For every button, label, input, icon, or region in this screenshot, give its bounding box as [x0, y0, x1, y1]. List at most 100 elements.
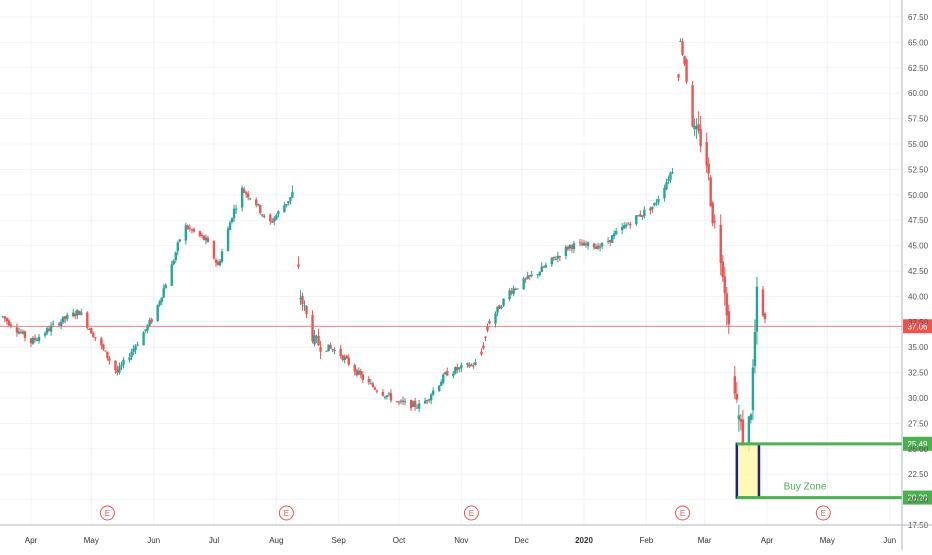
- candle-body: [637, 215, 640, 217]
- earnings-marker[interactable]: [675, 505, 691, 521]
- candle-body: [629, 224, 632, 226]
- candle-body: [413, 400, 417, 407]
- candle-body: [150, 319, 153, 323]
- y-tick-label: 25.00: [908, 445, 929, 454]
- candle-body: [751, 367, 755, 411]
- candle-body: [114, 360, 117, 370]
- candle-body: [246, 193, 250, 198]
- candle-body: [373, 387, 377, 390]
- candle-body: [242, 189, 246, 193]
- candle-body: [705, 142, 708, 166]
- y-tick-label: 32.50: [908, 369, 929, 378]
- x-tick-label: Jun: [147, 536, 160, 545]
- candle-body: [164, 284, 167, 289]
- candle-body: [277, 211, 280, 215]
- y-tick-label: 57.50: [908, 115, 929, 124]
- y-tick-label: 67.50: [908, 13, 929, 22]
- candle-body: [130, 352, 133, 357]
- candle-body: [291, 191, 294, 198]
- x-tick-label: Jun: [883, 536, 896, 545]
- candle-body: [508, 290, 511, 300]
- candle-body: [345, 355, 348, 359]
- candle-body: [188, 227, 192, 229]
- candle-body: [367, 378, 371, 383]
- x-tick-label: May: [820, 536, 835, 545]
- earnings-marker-label: E: [105, 509, 110, 518]
- earnings-marker-label: E: [469, 509, 474, 518]
- y-tick-label: 52.50: [908, 165, 929, 174]
- candle-body: [92, 333, 95, 338]
- candle-body: [538, 272, 541, 276]
- candle-body: [343, 356, 346, 361]
- candle-body: [301, 295, 304, 305]
- candle-body: [409, 399, 413, 409]
- candle-body: [446, 371, 449, 376]
- candle-body: [160, 297, 163, 303]
- candle-body: [399, 400, 403, 402]
- candle-body: [470, 364, 473, 366]
- candle-body: [598, 246, 602, 248]
- candle-body: [582, 242, 586, 246]
- candle-body: [737, 415, 741, 420]
- candle-body: [200, 234, 204, 237]
- candle-body: [244, 192, 248, 195]
- candle-body: [311, 314, 314, 342]
- earnings-marker[interactable]: [463, 505, 479, 521]
- earnings-marker-label: E: [680, 509, 685, 518]
- candle-body: [122, 359, 125, 365]
- candle-body: [584, 243, 588, 246]
- candle-body: [623, 225, 626, 229]
- earnings-marker[interactable]: [815, 505, 831, 521]
- candle-body: [460, 365, 463, 369]
- buy-zone-lower-badge: [903, 490, 932, 505]
- candle-body: [128, 357, 131, 361]
- y-tick-label: 45.00: [908, 242, 929, 251]
- candle-body: [763, 313, 767, 320]
- candle-body: [212, 241, 216, 259]
- candle-body: [395, 401, 399, 403]
- candle-body: [431, 390, 435, 395]
- candle-body: [248, 198, 252, 200]
- candle-body: [528, 275, 531, 277]
- x-tick-label: 2020: [575, 536, 593, 545]
- candle-body: [313, 335, 316, 345]
- candle-body: [695, 126, 698, 129]
- candle-body: [269, 214, 272, 222]
- candle-body: [578, 242, 582, 244]
- candle-body: [9, 324, 13, 327]
- y-tick-label: 60.00: [908, 89, 929, 98]
- candle-body: [63, 316, 67, 320]
- candle-body: [387, 393, 391, 395]
- y-tick-label: 30.00: [908, 394, 929, 403]
- candle-body: [118, 366, 121, 373]
- earnings-marker[interactable]: [99, 505, 115, 521]
- candle-body: [452, 373, 455, 376]
- y-tick-label: 27.50: [908, 419, 929, 428]
- candle-body: [474, 362, 477, 366]
- candle-body: [72, 312, 75, 317]
- candle-body: [116, 369, 119, 373]
- x-tick-label: Aug: [269, 536, 283, 545]
- candle-body: [681, 41, 684, 55]
- candle-body: [17, 331, 21, 334]
- candle-body: [315, 336, 318, 338]
- candle-body: [550, 257, 554, 265]
- candle-body: [162, 288, 165, 298]
- candle-body: [283, 205, 286, 213]
- earnings-marker[interactable]: [278, 505, 294, 521]
- candle-body: [594, 246, 598, 249]
- candle-body: [498, 305, 501, 309]
- candle-body: [319, 347, 322, 352]
- candle-body: [572, 243, 576, 250]
- highlight-box: [735, 442, 761, 499]
- candle-body: [671, 172, 674, 174]
- candle-body: [86, 312, 89, 328]
- candle-body: [331, 349, 334, 351]
- candle-body: [713, 221, 716, 223]
- candle-body: [389, 393, 393, 401]
- candle-body: [29, 338, 33, 344]
- candle-body: [273, 218, 276, 222]
- x-tick-label: Apr: [25, 536, 38, 545]
- candle-body: [226, 228, 230, 252]
